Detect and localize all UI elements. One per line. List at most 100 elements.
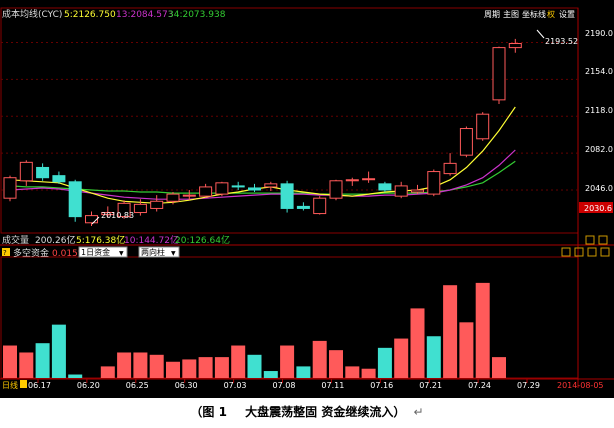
fund-bar bbox=[231, 345, 246, 378]
candle-body bbox=[199, 186, 213, 197]
fund-bar bbox=[426, 336, 441, 378]
date-tick-label: 07.11 bbox=[321, 381, 344, 390]
menu-period[interactable]: 周期 bbox=[484, 10, 500, 19]
date-tick-label: 07.24 bbox=[468, 381, 491, 390]
date-tick-label: 06.17 bbox=[28, 381, 51, 390]
fund-bar bbox=[198, 357, 213, 378]
fund-bar bbox=[475, 282, 490, 378]
candle-body bbox=[362, 178, 376, 181]
period-select[interactable] bbox=[78, 246, 128, 258]
volume-value: 200.26亿 bbox=[35, 234, 76, 246]
candle-body bbox=[68, 181, 82, 218]
return-mark-icon: ↵ bbox=[413, 405, 424, 419]
candle-body bbox=[394, 185, 408, 197]
date-tick-label: 07.03 bbox=[224, 381, 247, 390]
candle-body bbox=[150, 200, 164, 209]
fund-bar bbox=[296, 366, 311, 378]
candle-body bbox=[182, 194, 196, 197]
fund-bar bbox=[263, 371, 278, 378]
fund-bar bbox=[247, 354, 262, 378]
candle-body bbox=[459, 128, 473, 156]
volume-ma20: 20:126.64亿 bbox=[175, 234, 230, 246]
figure-caption: （图 1 大盘震荡整固 资金继续流入） ↵ bbox=[0, 400, 614, 424]
fund-bar bbox=[410, 308, 425, 378]
fund-bar bbox=[280, 345, 295, 378]
candle-body bbox=[215, 182, 229, 195]
candle-body bbox=[443, 162, 457, 175]
fund-bar bbox=[68, 374, 83, 378]
fund-bar-series bbox=[3, 282, 506, 378]
fund-bar bbox=[117, 352, 132, 378]
fund-panel-button-a[interactable] bbox=[561, 247, 571, 257]
candle-body bbox=[378, 183, 392, 191]
fund-bar bbox=[361, 368, 376, 378]
period-select-arrow-icon: ▼ bbox=[119, 250, 124, 257]
date-tick-label: 06.25 bbox=[126, 381, 149, 390]
period-tag: 日线 bbox=[2, 380, 18, 390]
high-marker-arrow bbox=[536, 29, 545, 39]
period-tag-icon[interactable] bbox=[20, 380, 27, 388]
date-tick-label: 07.21 bbox=[419, 381, 442, 390]
low-marker-arrow bbox=[91, 216, 100, 225]
mode-select[interactable] bbox=[138, 246, 180, 258]
volume-panel-button-close[interactable] bbox=[598, 235, 608, 245]
candle-body bbox=[508, 43, 522, 49]
candle-body bbox=[117, 202, 131, 218]
help-icon[interactable] bbox=[2, 248, 10, 256]
menu-main-chart[interactable]: 主图 bbox=[503, 9, 519, 19]
price-tick-2154: 2154.0 bbox=[585, 67, 613, 76]
stock-chart-frame: 成本均线(CYC) 5:2126.750 13:2084.573 34:2073… bbox=[0, 0, 614, 398]
stock-chart-svg: 成本均线(CYC) 5:2126.750 13:2084.573 34:2073… bbox=[0, 7, 614, 390]
fund-bar bbox=[100, 366, 115, 378]
menu-coordinate[interactable]: 坐标线 bbox=[522, 9, 546, 19]
price-tick-2118: 2118.0 bbox=[585, 106, 613, 115]
fund-panel-button-b[interactable] bbox=[574, 247, 584, 257]
caption-text: 大盘震荡整固 资金继续流入） bbox=[245, 405, 406, 419]
candle-body bbox=[166, 193, 180, 202]
fund-bar bbox=[19, 352, 34, 378]
period-select-value: 1日资金 bbox=[81, 247, 110, 257]
candle-body bbox=[36, 166, 50, 179]
fund-bar bbox=[3, 345, 17, 378]
current-price-tag: 2030.6 bbox=[584, 204, 612, 213]
fund-title: 多空资金 bbox=[13, 247, 49, 259]
candle-body bbox=[101, 212, 115, 216]
date-tick-label: 07.08 bbox=[273, 381, 296, 390]
candle-body bbox=[264, 183, 278, 188]
high-marker-label: 2193.52 bbox=[545, 37, 578, 46]
candle-body bbox=[19, 161, 33, 182]
date-tick-marks: 06.17 06.20 06.25 06.30 07.03 07.08 07.11 07.16… bbox=[28, 379, 540, 390]
fund-bar bbox=[214, 357, 229, 378]
fund-bar bbox=[149, 354, 164, 378]
fund-bar bbox=[492, 357, 506, 378]
current-date-tag: 2014-08-05 bbox=[557, 381, 604, 390]
ma13-readout: 13:2084.573 bbox=[116, 10, 173, 20]
low-marker-label: 2010.83 bbox=[101, 211, 134, 220]
candle-body bbox=[476, 113, 490, 140]
date-tick-label: 06.20 bbox=[77, 381, 100, 390]
menu-rights[interactable]: 权 bbox=[547, 9, 555, 19]
price-grid bbox=[1, 41, 578, 191]
caption-number: （图 1 bbox=[190, 405, 227, 419]
candle-body bbox=[313, 197, 327, 215]
price-tick-2190: 2190.0 bbox=[585, 29, 613, 38]
help-icon-glyph: ? bbox=[3, 249, 7, 257]
volume-panel-button-up[interactable] bbox=[585, 235, 595, 245]
indicator-name: 成本均线(CYC) bbox=[2, 8, 62, 20]
volume-label: 成交量 bbox=[2, 234, 29, 246]
fund-bar bbox=[345, 366, 360, 378]
fund-bar bbox=[182, 359, 197, 378]
candle-body bbox=[492, 47, 506, 101]
volume-ma5: 5:176.38亿 bbox=[76, 234, 125, 246]
candle-body bbox=[248, 187, 261, 191]
candle-body bbox=[427, 171, 441, 195]
fund-panel-button-c[interactable] bbox=[587, 247, 597, 257]
menu-settings[interactable]: 设置 bbox=[559, 9, 575, 19]
fund-bar bbox=[443, 285, 458, 378]
candlestick-series bbox=[3, 38, 522, 227]
fund-bar bbox=[312, 340, 327, 378]
ma34-readout: 34:2073.938 bbox=[168, 10, 226, 20]
fund-panel-button-d[interactable] bbox=[600, 247, 610, 257]
fund-bar bbox=[51, 324, 66, 378]
candle-body bbox=[85, 215, 98, 224]
